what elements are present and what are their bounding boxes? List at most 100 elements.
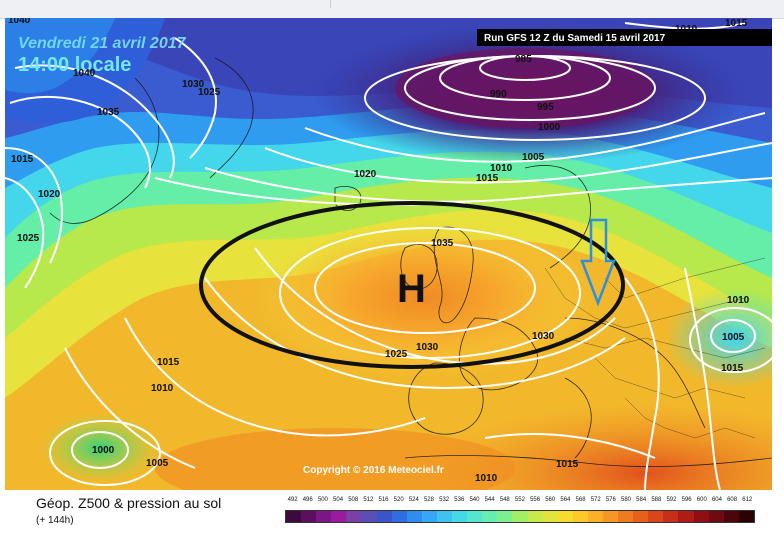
high-pressure-marker: H: [397, 267, 426, 311]
scale-swatch: [482, 511, 498, 522]
scale-tick-label: 604: [711, 497, 722, 503]
scale-swatch: [708, 511, 724, 522]
run-label: Run GFS 12 Z du Samedi 15 avril 2017: [484, 33, 666, 44]
scale-swatch: [361, 511, 377, 522]
isobar-label: 1005: [522, 152, 545, 163]
scale-tick-label: 572: [590, 497, 601, 503]
legend-title: Géop. Z500 & pression au sol: [36, 495, 222, 511]
scale-swatch: [738, 511, 754, 522]
isobar-label: 1000: [92, 445, 115, 456]
scale-tick-label: 596: [681, 497, 692, 503]
color-scale: 492 496 500 504 508 512 516 520 524 528 532 536 540 5…: [285, 497, 755, 527]
isobar-label: 1015: [157, 357, 180, 368]
scale-tick-label: 548: [499, 497, 510, 503]
scale-swatch: [376, 511, 392, 522]
isobar-label: 1000: [538, 122, 561, 133]
scale-tick-label: 600: [696, 497, 707, 503]
scale-swatch: [512, 511, 528, 522]
scale-swatch: [467, 511, 483, 522]
scale-swatch: [693, 511, 709, 522]
color-scale-ticks: 492 496 500 504 508 512 516 520 524 528 532 536 540 5…: [285, 497, 755, 509]
isobar-label: 1015: [725, 18, 748, 29]
france-coast: [458, 317, 538, 391]
isobar-label: 1030: [182, 79, 205, 90]
low-north-core: [395, 48, 655, 128]
ireland-coast: [400, 244, 438, 290]
isobar-label: 995: [537, 102, 554, 113]
scale-tick-label: 508: [348, 497, 359, 503]
scale-tick-label: 560: [545, 497, 556, 503]
isobar-label: 1010: [475, 473, 498, 484]
legend-subtitle: (+ 144h): [36, 515, 74, 526]
forecast-time: 14:00 locale: [18, 54, 131, 76]
scale-tick-label: 608: [727, 497, 738, 503]
scale-tick-label: 556: [530, 497, 541, 503]
north-africa-coast: [404, 455, 772, 468]
isobar-label: 1015: [476, 173, 499, 184]
color-scale-bar: [285, 510, 755, 523]
isobar-label: 1020: [354, 169, 377, 180]
scale-tick-label: 592: [666, 497, 677, 503]
scale-swatch: [723, 511, 739, 522]
scale-swatch: [331, 511, 347, 522]
scale-tick-label: 544: [484, 497, 495, 503]
isobar-labels: 1040 1040 1035 1030 1025 1015 1020 1025 …: [8, 18, 750, 484]
scale-tick-label: 552: [514, 497, 525, 503]
scale-swatch: [618, 511, 634, 522]
scale-swatch: [678, 511, 694, 522]
run-label-background: [477, 29, 772, 46]
isobar-label: 1030: [416, 342, 439, 353]
scale-tick-label: 588: [651, 497, 662, 503]
isobar-label: 1015: [11, 154, 34, 165]
scale-swatch: [663, 511, 679, 522]
isobar-label: 1030: [532, 331, 555, 342]
scale-swatch: [316, 511, 332, 522]
greenland-coast: [49, 77, 160, 224]
arrow-down-icon: [580, 218, 616, 307]
scale-tick-label: 512: [363, 497, 374, 503]
scale-tick-label: 580: [621, 497, 632, 503]
band-west-blue2: [5, 18, 115, 94]
high-shading: [255, 218, 595, 378]
scale-swatch: [633, 511, 649, 522]
isobar-label: 1010: [675, 24, 698, 35]
browser-top-strip: [0, 0, 784, 19]
scale-tick-label: 520: [393, 497, 404, 503]
isobar-label: 1035: [97, 107, 120, 118]
scale-swatch: [542, 511, 558, 522]
iberia-coast: [408, 362, 484, 435]
copyright-text: Copyright © 2016 Meteociel.fr: [303, 465, 444, 476]
scale-tick-label: 532: [439, 497, 450, 503]
low-east-shading: [665, 288, 772, 388]
scale-swatch: [452, 511, 468, 522]
scale-swatch: [301, 511, 317, 522]
scandinavia-coast: [524, 165, 591, 269]
isobar-label: 990: [490, 89, 507, 100]
scale-swatch: [391, 511, 407, 522]
divider: [330, 0, 331, 8]
scale-swatch: [497, 511, 513, 522]
scale-tick-label: 516: [378, 497, 389, 503]
scale-swatch: [286, 511, 302, 522]
isobar-label: 1015: [556, 459, 579, 470]
scale-swatch: [557, 511, 573, 522]
isobar-label: 1015: [721, 363, 744, 374]
scale-swatch: [406, 511, 422, 522]
scale-tick-label: 576: [605, 497, 616, 503]
isobar-label: 1025: [385, 349, 408, 360]
scale-swatch: [527, 511, 543, 522]
scale-tick-label: 504: [333, 497, 344, 503]
isobar-label: 1020: [38, 189, 61, 200]
scale-tick-label: 568: [575, 497, 586, 503]
britain-coast: [433, 226, 474, 324]
isobar-label: 1010: [727, 295, 750, 306]
scale-swatch: [346, 511, 362, 522]
scale-swatch: [587, 511, 603, 522]
scale-tick-label: 584: [636, 497, 647, 503]
weather-map: Vendredi 21 avril 2017 14:00 locale Run …: [5, 18, 772, 490]
scale-tick-label: 496: [302, 497, 313, 503]
scale-swatch: [572, 511, 588, 522]
scale-swatch: [648, 511, 664, 522]
isobar-label: 1010: [490, 163, 513, 174]
scale-tick-label: 528: [423, 497, 434, 503]
